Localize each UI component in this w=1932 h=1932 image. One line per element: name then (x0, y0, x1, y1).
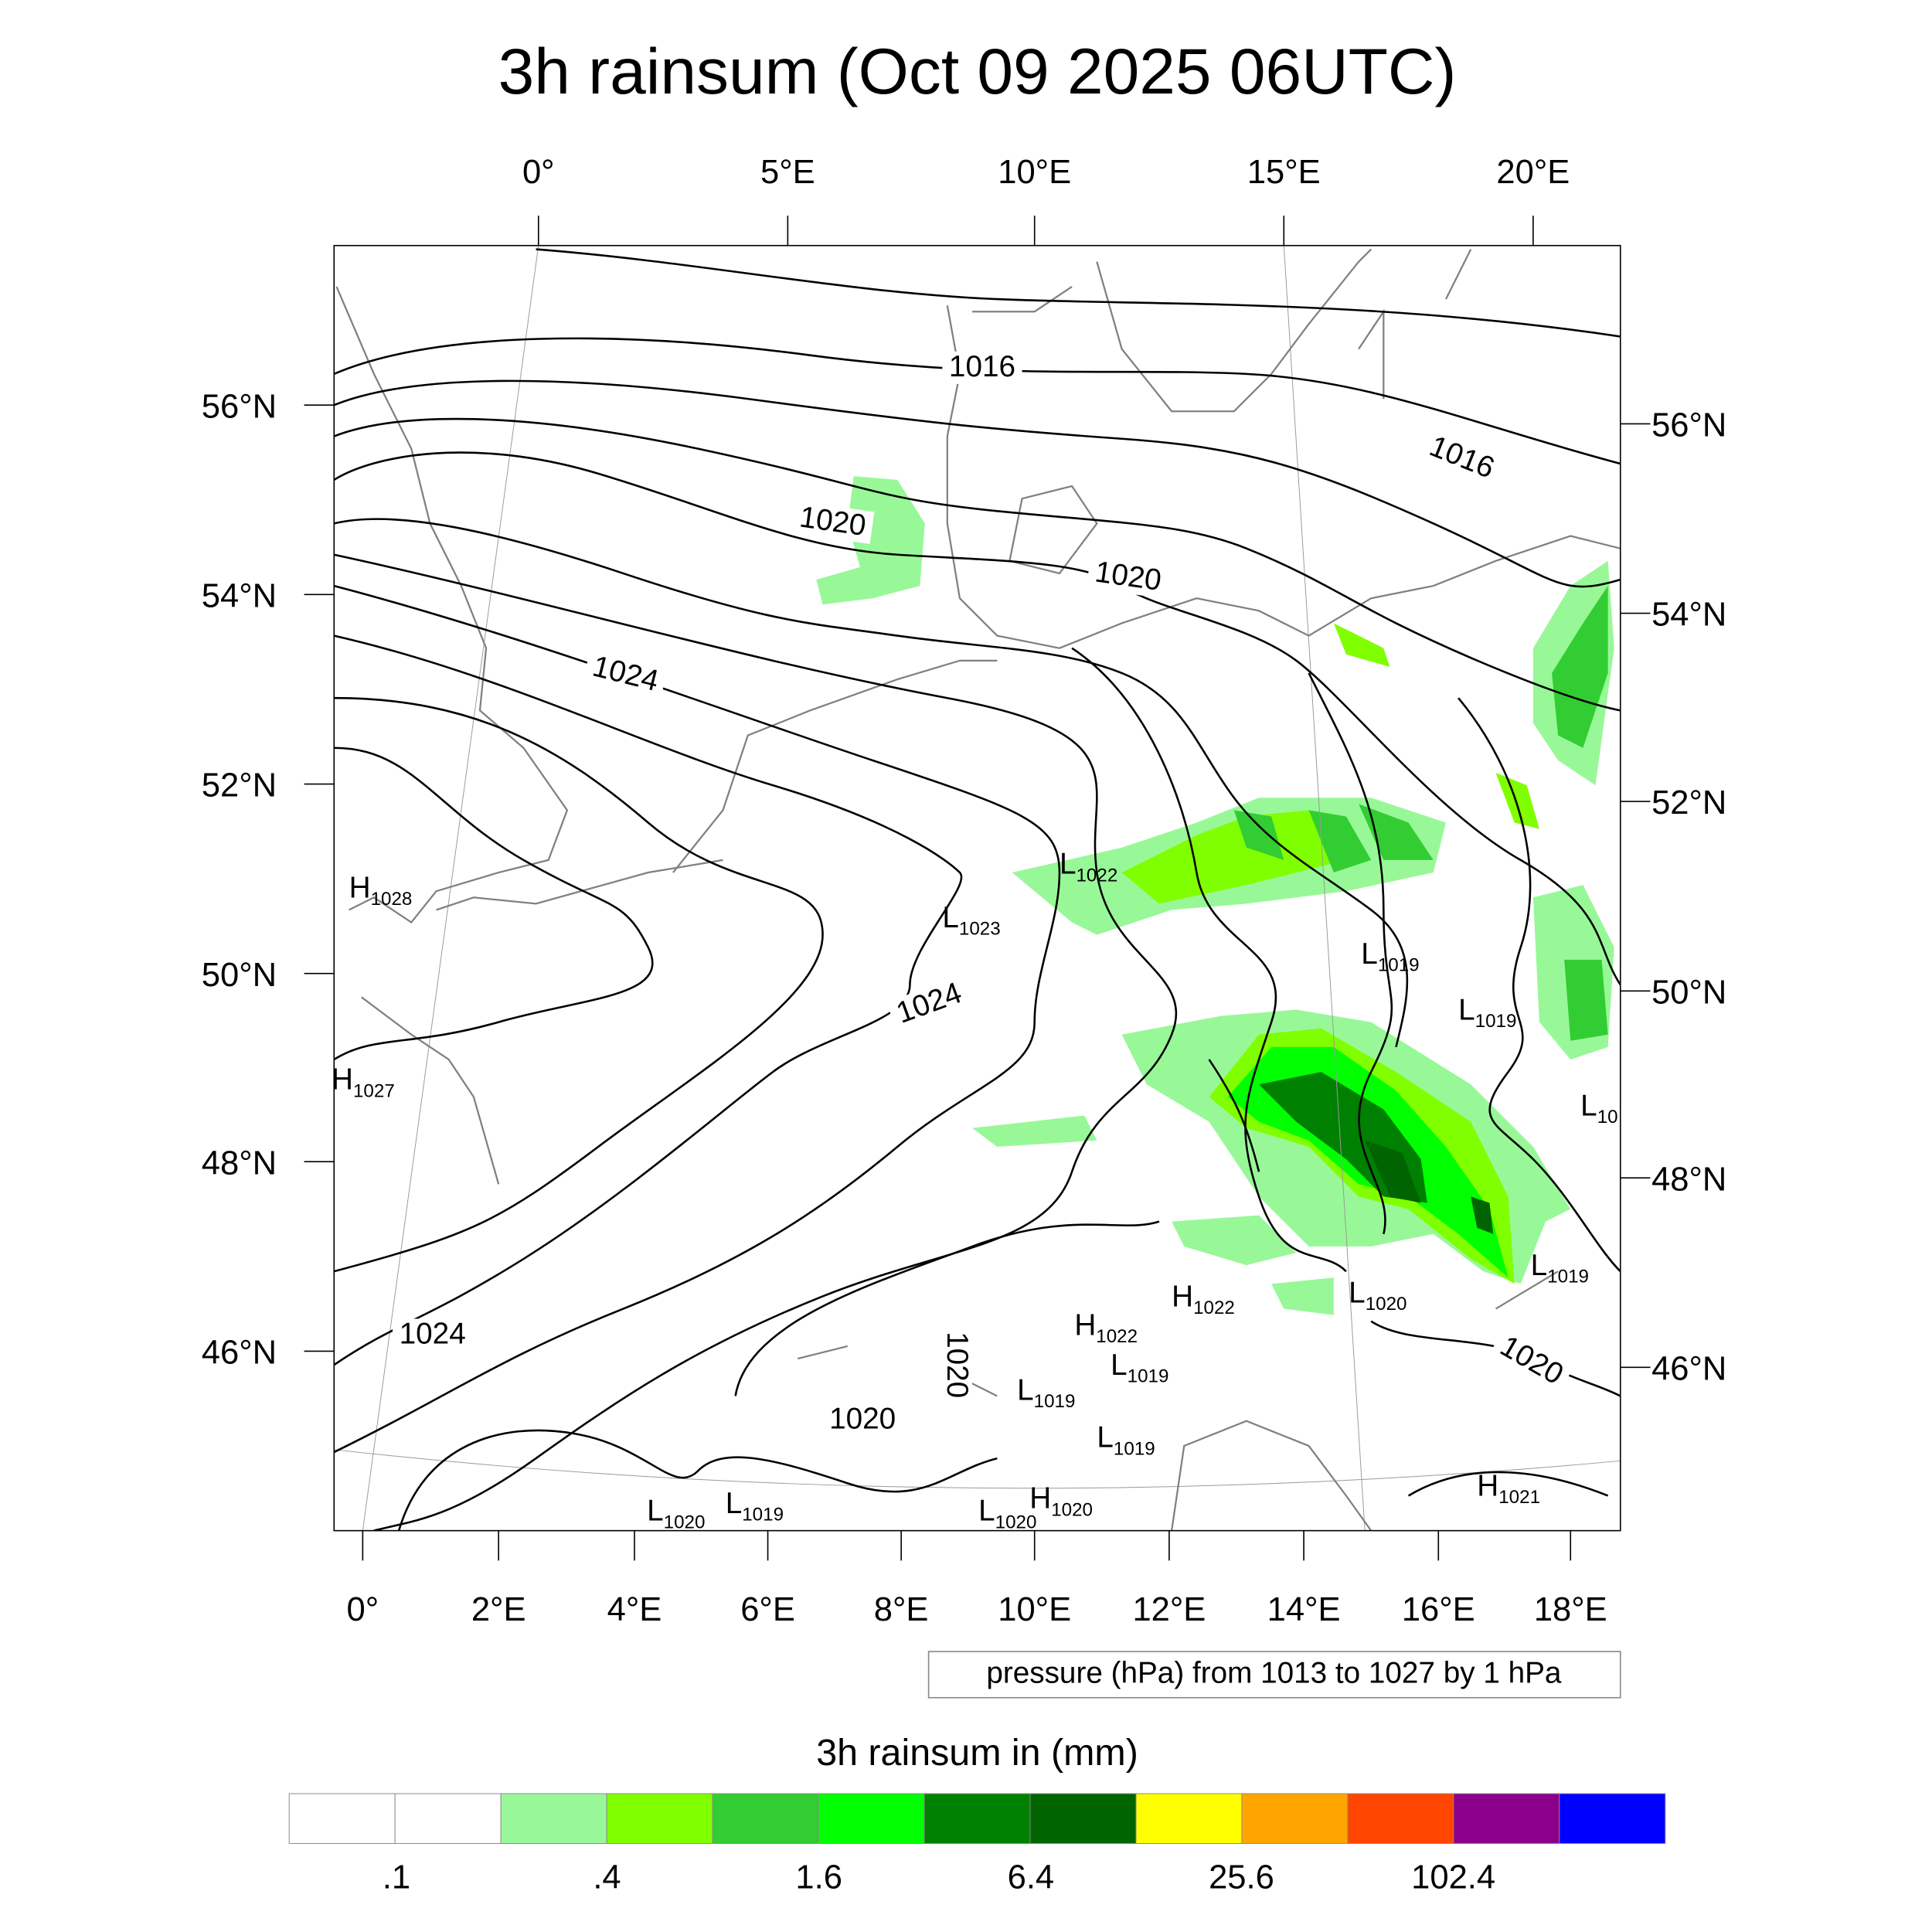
low-pressure-center: L1019 (1458, 993, 1516, 1032)
low-pressure-center: L1019 (1097, 1421, 1155, 1460)
colorbar-tick-label: 25.6 (1209, 1859, 1274, 1896)
low-pressure-center: L1019 (1361, 937, 1419, 976)
graticule (334, 245, 1621, 1531)
isobar-label: 1024 (400, 1318, 466, 1351)
colorbar-tick-label: .4 (593, 1859, 621, 1896)
high-pressure-center: H1027 (332, 1063, 395, 1102)
left-lat-label: 52°N (202, 767, 277, 804)
colorbar-title: 3h rainsum in (mm) (816, 1732, 1138, 1774)
colorbar-swatch (1241, 1793, 1349, 1844)
low-pressure-center: L1020 (978, 1495, 1036, 1533)
colorbar-swatch (1135, 1793, 1243, 1844)
low-pressure-center: L1019 (1017, 1373, 1075, 1412)
low-pressure-center: L10 (1580, 1090, 1617, 1128)
low-pressure-center: L1019 (1111, 1349, 1168, 1387)
contour-legend-text: pressure (hPa) from 1013 to 1027 by 1 hP… (986, 1656, 1562, 1689)
low-pressure-center: L1019 (1531, 1249, 1589, 1287)
left-lat-label: 54°N (202, 577, 277, 614)
right-lat-label: 48°N (1651, 1161, 1726, 1198)
pressure-centers: H1028 H1027 L1023 L1022 L1019 L1019 L10 … (332, 848, 1617, 1533)
top-longitude-axis: 0° 5°E 10°E 15°E 20°E (522, 154, 1570, 246)
colorbar-swatch (1559, 1793, 1666, 1844)
colorbar-tick-label: 102.4 (1411, 1859, 1495, 1896)
top-lon-label: 15°E (1247, 154, 1321, 191)
top-lon-label: 20°E (1496, 154, 1570, 191)
high-pressure-center: H1022 (1172, 1280, 1235, 1318)
colorbar-swatch (1453, 1793, 1560, 1844)
bottom-lon-label: 12°E (1132, 1591, 1206, 1628)
colorbar-swatch (818, 1793, 925, 1844)
left-lat-label: 48°N (202, 1145, 277, 1182)
bottom-lon-label: 10°E (998, 1591, 1071, 1628)
low-pressure-center: L1023 (942, 901, 1000, 940)
top-lon-label: 10°E (998, 154, 1071, 191)
colorbar-swatch (923, 1793, 1031, 1844)
left-lat-label: 50°N (202, 957, 277, 994)
top-lon-label: 5°E (760, 154, 815, 191)
left-lat-label: 46°N (202, 1335, 277, 1372)
rain-field (816, 476, 1614, 1315)
bottom-lon-label: 2°E (471, 1591, 526, 1628)
low-pressure-center: L1019 (726, 1487, 784, 1526)
map-area: 1016 1016 1020 1020 1024 1024 1024 1020 … (332, 245, 1621, 1533)
colorbar-swatch (288, 1793, 396, 1844)
isobar-label: 1016 (949, 350, 1015, 383)
colorbar-swatch (1029, 1793, 1137, 1844)
right-lat-label: 46°N (1651, 1350, 1726, 1387)
colorbar-tick-label: 6.4 (1008, 1859, 1055, 1896)
bottom-lon-label: 8°E (874, 1591, 929, 1628)
isobar-label: 1020 (829, 1402, 896, 1435)
high-pressure-center: H1028 (349, 871, 413, 910)
isobar-label: 1020 (940, 1332, 974, 1398)
map-title: 3h rainsum (Oct 09 2025 06UTC) (498, 35, 1457, 107)
colorbar-tick-label: .1 (383, 1859, 410, 1896)
high-pressure-center: H1021 (1477, 1469, 1540, 1508)
contour-legend: pressure (hPa) from 1013 to 1027 by 1 hP… (927, 1651, 1621, 1699)
low-pressure-center: L1022 (1060, 848, 1117, 886)
bottom-lon-label: 14°E (1267, 1591, 1341, 1628)
colorbar-swatch (1347, 1793, 1454, 1844)
bottom-lon-label: 18°E (1534, 1591, 1607, 1628)
high-pressure-center: H1020 (1029, 1482, 1093, 1521)
coastlines (335, 248, 1621, 1531)
bottom-longitude-axis: 0° 2°E 4°E 6°E 8°E 10°E 12°E 14°E 16°E 1… (347, 1530, 1607, 1628)
right-lat-label: 50°N (1651, 974, 1726, 1011)
colorbar-swatch (606, 1793, 713, 1844)
bottom-lon-label: 6°E (740, 1591, 795, 1628)
colorbar-swatch (712, 1793, 819, 1844)
high-pressure-center: H1022 (1074, 1308, 1138, 1347)
top-lon-label: 0° (522, 154, 555, 191)
low-pressure-center: L1020 (1349, 1276, 1406, 1315)
right-lat-label: 54°N (1651, 597, 1726, 634)
colorbar: 3h rainsum in (mm) .1 .4 1.6 6.4 25.6 10… (288, 1732, 1666, 1896)
map-frame (333, 244, 1621, 1532)
left-latitude-axis: 56°N 54°N 52°N 50°N 48°N 46°N (202, 388, 335, 1372)
right-lat-label: 52°N (1651, 784, 1726, 821)
right-latitude-axis: 56°N 54°N 52°N 50°N 48°N 46°N (1620, 407, 1726, 1387)
right-lat-label: 56°N (1651, 407, 1726, 444)
bottom-lon-label: 16°E (1402, 1591, 1475, 1628)
colorbar-tick-label: 1.6 (795, 1859, 842, 1896)
bottom-lon-label: 0° (347, 1591, 379, 1628)
colorbar-swatch (500, 1793, 607, 1844)
colorbar-swatch (394, 1793, 502, 1844)
isobars (334, 248, 1621, 1531)
bottom-lon-label: 4°E (607, 1591, 662, 1628)
left-lat-label: 56°N (202, 388, 277, 425)
low-pressure-center: L1020 (647, 1495, 705, 1533)
